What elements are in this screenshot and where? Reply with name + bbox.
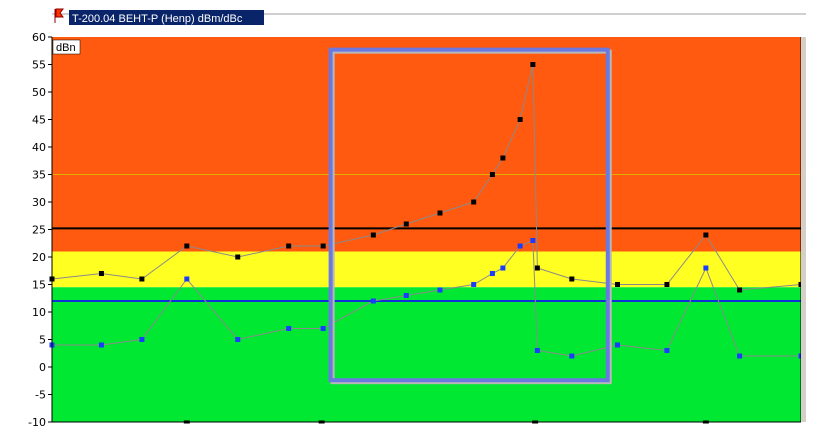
series-0-point-9 <box>437 210 443 216</box>
series-1-point-6 <box>320 326 326 331</box>
series-1-point-4 <box>235 337 241 342</box>
y-tick-label-4: 40 <box>32 141 46 154</box>
series-0-point-7 <box>370 232 376 238</box>
series-1-point-1 <box>98 342 104 348</box>
unit-label: dBn <box>52 39 81 55</box>
series-1-point-8 <box>403 293 409 298</box>
y-tick-label-12: 0 <box>39 361 46 374</box>
series-0-point-17 <box>614 282 620 287</box>
band-2 <box>52 287 801 422</box>
plot-area[interactable] <box>49 37 807 422</box>
y-tick-label-5: 35 <box>32 169 46 182</box>
series-0-point-15 <box>534 265 540 271</box>
series-line-1 <box>52 239 801 357</box>
series-1-point-15 <box>534 348 540 353</box>
y-tick-label-11: 5 <box>39 334 46 347</box>
series-0-point-2 <box>139 276 145 282</box>
band-0 <box>52 37 801 252</box>
series-1-point-7 <box>370 298 376 304</box>
series-0-point-19 <box>703 232 709 238</box>
y-tick-label-8: 20 <box>32 251 46 264</box>
series-0-point-4 <box>235 254 241 260</box>
y-tick-label-9: 15 <box>32 279 46 292</box>
y-tick-label-3: 45 <box>32 114 46 127</box>
y-tick-label-1: 55 <box>32 59 46 72</box>
y-tick-label-2: 50 <box>32 86 46 99</box>
series-1-point-12 <box>500 265 506 271</box>
selection-box[interactable] <box>328 47 610 383</box>
series-1-point-11 <box>489 271 495 276</box>
series-1-point-16 <box>569 353 575 359</box>
series-0-point-3 <box>184 243 190 249</box>
y-tick-label-6: 30 <box>32 196 46 209</box>
series-1-point-20 <box>737 353 743 359</box>
svg-text:dBn: dBn <box>56 42 76 54</box>
y-tick-label-13: -5 <box>35 389 46 402</box>
y-tick-label-14: -10 <box>28 416 46 429</box>
series-0-point-20 <box>737 287 743 293</box>
series-1-point-9 <box>437 287 443 293</box>
series-1-point-17 <box>614 342 620 348</box>
series-0-point-8 <box>403 221 409 227</box>
chart-title-text: T-200.04 BEHT-P (Henp) dBm/dBc <box>72 13 243 25</box>
y-tick-label-10: 10 <box>32 306 46 319</box>
series-1-point-14 <box>530 238 536 243</box>
series-0-point-13 <box>517 117 523 122</box>
series-1-point-3 <box>184 276 190 282</box>
series-0-point-5 <box>286 243 292 249</box>
series-0-point-12 <box>500 155 506 161</box>
series-0-point-6 <box>320 243 326 249</box>
series-0-point-18 <box>664 282 670 287</box>
chart-title[interactable]: T-200.04 BEHT-P (Henp) dBm/dBc <box>54 8 264 25</box>
y-tick-label-7: 25 <box>32 224 46 237</box>
series-0-point-1 <box>98 271 104 276</box>
series-0-point-14 <box>530 62 536 67</box>
series-1-point-18 <box>664 348 670 353</box>
flag-icon <box>54 8 64 23</box>
y-tick-label-0: 60 <box>32 31 46 44</box>
plot-right-bar <box>801 37 806 422</box>
series-1-point-13 <box>517 243 523 249</box>
series-1-point-10 <box>471 282 477 287</box>
series-0-point-11 <box>489 172 495 177</box>
series-1-point-2 <box>139 337 145 342</box>
series-line-0 <box>51 64 802 291</box>
series-1-point-19 <box>703 265 709 271</box>
series-0-point-16 <box>569 276 575 282</box>
series-0-point-10 <box>471 199 477 205</box>
series-1-point-5 <box>286 326 292 331</box>
band-1 <box>52 251 801 288</box>
